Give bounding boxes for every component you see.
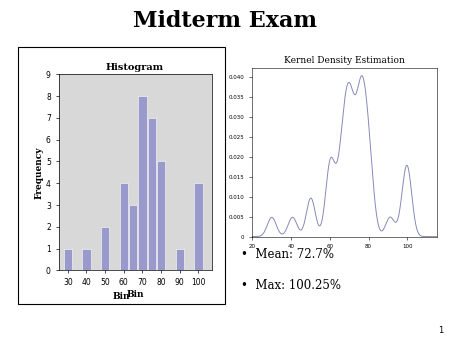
Text: •  Mean: 72.7%: • Mean: 72.7% [241, 248, 334, 261]
Bar [194, 183, 202, 270]
Text: Midterm Exam: Midterm Exam [133, 10, 317, 32]
Bar [129, 205, 137, 270]
Bar [101, 227, 109, 270]
Y-axis label: Frequency: Frequency [34, 146, 43, 199]
Bar [82, 249, 91, 270]
Title: Histogram: Histogram [106, 63, 164, 72]
Bar [63, 249, 72, 270]
Bar [138, 96, 147, 270]
Text: •  Max: 100.25%: • Max: 100.25% [241, 279, 341, 292]
X-axis label: Bin: Bin [126, 290, 144, 299]
Bar [120, 183, 128, 270]
Title: Kernel Density Estimation: Kernel Density Estimation [284, 56, 405, 66]
Bar [148, 118, 156, 270]
Text: 1: 1 [438, 325, 443, 335]
Bar [176, 249, 184, 270]
Bar [157, 162, 165, 270]
Text: Bin: Bin [113, 292, 130, 301]
